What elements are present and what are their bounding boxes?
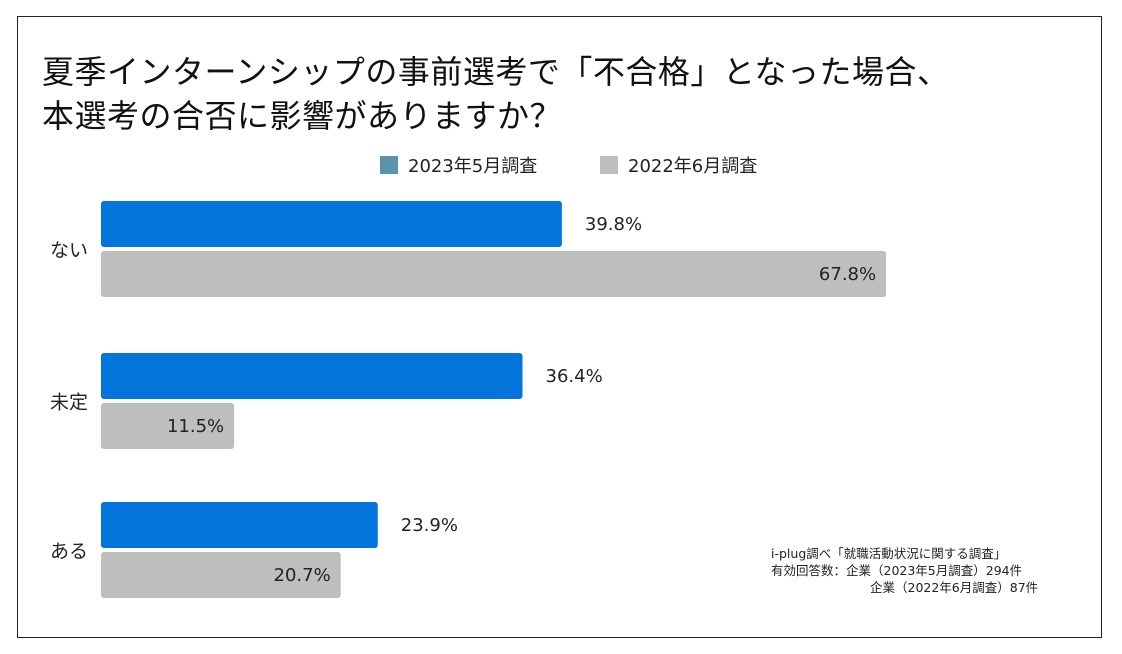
bar-2023 bbox=[101, 502, 378, 548]
legend-label-2022: 2022年6月調査 bbox=[628, 156, 758, 177]
category-label: ない bbox=[50, 240, 88, 262]
category-label: 未定 bbox=[50, 392, 88, 414]
bar-2022 bbox=[101, 251, 887, 297]
legend-label-2023: 2023年5月調査 bbox=[408, 156, 538, 177]
legend-swatch-2023 bbox=[380, 156, 398, 174]
chart-title-line-2: 本選考の合否に影響がありますか？ bbox=[42, 97, 563, 135]
chart-title-line-1: 夏季インターンシップの事前選考で「不合格」となった場合、 bbox=[42, 53, 950, 91]
data-label-2022: 67.8% bbox=[819, 264, 876, 285]
source-note: i-plug調べ「就職活動状況に関する調査」 bbox=[771, 546, 1007, 561]
data-label-2023: 39.8% bbox=[585, 214, 642, 235]
bar-2023 bbox=[101, 201, 562, 247]
respondents-note-2022: 企業（2022年6月調査）87件 bbox=[870, 580, 1039, 595]
legend-item-2022: 2022年6月調査 bbox=[600, 152, 757, 178]
bar-2022 bbox=[101, 552, 341, 598]
data-label-2023: 23.9% bbox=[401, 515, 458, 536]
bar-2022 bbox=[101, 403, 235, 449]
bar-2023 bbox=[101, 353, 523, 399]
data-label-2022: 11.5% bbox=[167, 416, 224, 437]
data-label-2022: 20.7% bbox=[274, 565, 331, 586]
data-label-2023: 36.4% bbox=[546, 366, 603, 387]
category-label: ある bbox=[50, 541, 88, 563]
legend-swatch-2022 bbox=[600, 156, 618, 174]
respondents-note-2023: 有効回答数：企業（2023年5月調査）294件 bbox=[771, 563, 1023, 578]
legend-item-2023: 2023年5月調査 bbox=[380, 152, 537, 178]
